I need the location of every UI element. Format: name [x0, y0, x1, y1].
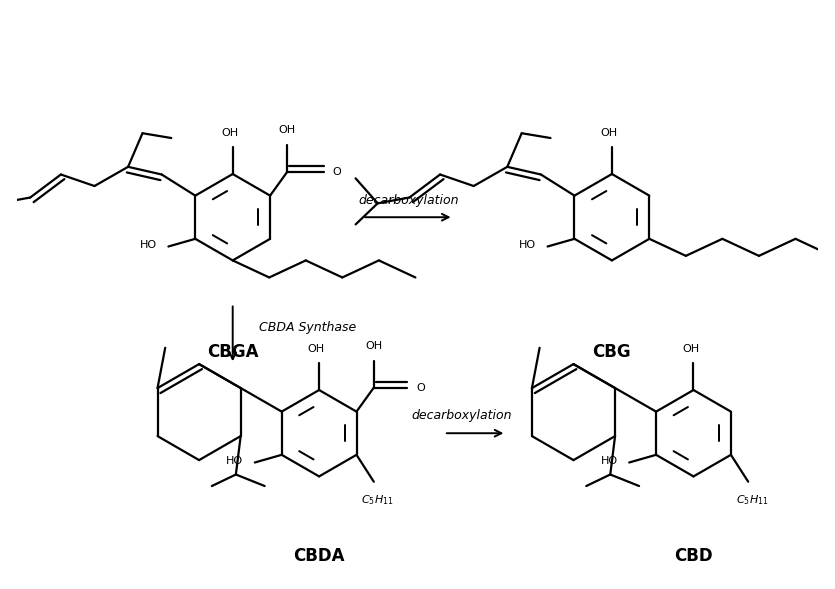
Text: $C_5H_{11}$: $C_5H_{11}$: [362, 493, 394, 507]
Text: OH: OH: [600, 128, 618, 138]
Text: CBG: CBG: [593, 343, 631, 360]
Text: CBDA Synthase: CBDA Synthase: [259, 321, 356, 334]
Text: HO: HO: [139, 240, 157, 250]
Text: CBD: CBD: [674, 547, 713, 565]
Text: decarboxylation: decarboxylation: [411, 409, 511, 422]
Text: OH: OH: [279, 125, 296, 135]
Text: HO: HO: [519, 240, 536, 250]
Text: HO: HO: [226, 455, 243, 465]
Text: HO: HO: [600, 455, 618, 465]
Text: CBGA: CBGA: [207, 343, 259, 360]
Text: OH: OH: [682, 343, 699, 353]
Text: CBDA: CBDA: [293, 547, 345, 565]
Text: OH: OH: [221, 128, 238, 138]
Text: O: O: [416, 383, 425, 393]
Text: $C_5H_{11}$: $C_5H_{11}$: [736, 493, 768, 507]
Text: decarboxylation: decarboxylation: [358, 194, 458, 207]
Text: OH: OH: [365, 341, 382, 351]
Text: O: O: [332, 167, 342, 177]
Text: OH: OH: [307, 343, 325, 353]
